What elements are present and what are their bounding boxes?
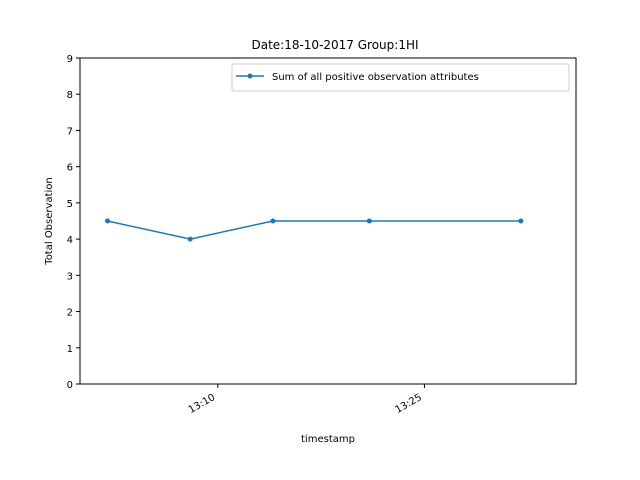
y-tick-label: 9 [67, 54, 73, 65]
y-tick-label: 4 [67, 235, 73, 246]
y-tick-label: 1 [67, 344, 73, 355]
y-tick-label: 8 [67, 90, 73, 101]
data-point [518, 218, 524, 224]
legend-marker [247, 73, 253, 79]
y-tick-label: 3 [67, 271, 73, 282]
legend-box [231, 63, 570, 92]
data-point [187, 236, 193, 242]
y-tick-label: 2 [67, 308, 73, 319]
data-point [366, 218, 372, 224]
legend-label: Sum of all positive observation attribut… [272, 72, 479, 83]
y-axis-label: Total Observation [44, 177, 55, 265]
y-tick-label: 6 [67, 163, 73, 174]
x-axis-label: timestamp [301, 434, 355, 445]
data-point [270, 218, 276, 224]
data-point [105, 218, 111, 224]
y-tick-label: 0 [67, 380, 73, 391]
y-tick-label: 5 [67, 199, 73, 210]
plot-frame [79, 57, 577, 385]
y-tick-label: 7 [67, 126, 73, 137]
legend: Sum of all positive observation attribut… [231, 63, 570, 92]
chart-title: Date:18-10-2017 Group:1HI [251, 38, 418, 52]
